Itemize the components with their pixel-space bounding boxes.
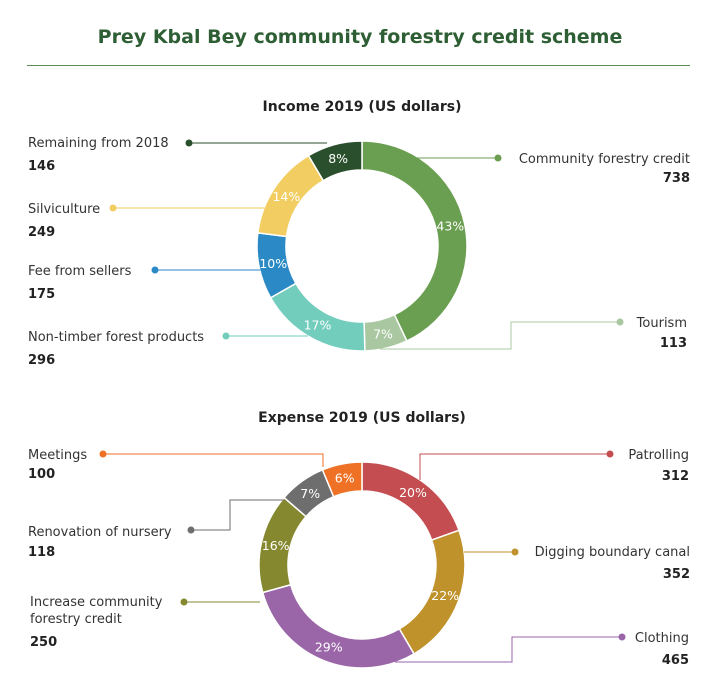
slice-name-label: Community forestry credit xyxy=(519,152,690,167)
callout-dot xyxy=(187,526,195,534)
slice-percent-label: 17% xyxy=(304,317,332,332)
chart-title: Expense 2019 (US dollars) xyxy=(258,410,466,426)
slice-percent-label: 7% xyxy=(373,327,393,342)
callout-line xyxy=(380,321,620,350)
slice-value-label: 465 xyxy=(662,653,689,668)
slice-percent-label: 43% xyxy=(436,219,464,234)
slice-value-label: 100 xyxy=(28,467,55,482)
slice-name-label: Digging boundary canal xyxy=(535,545,690,560)
slice-percent-label: 7% xyxy=(300,486,320,501)
donut-slice xyxy=(361,140,468,342)
slice-percent-label: 22% xyxy=(431,588,459,603)
slice-percent-label: 6% xyxy=(335,471,355,486)
slice-name-label: Silviculture xyxy=(28,202,100,217)
slice-percent-label: 8% xyxy=(328,151,348,166)
slice-name-label: Renovation of nursery xyxy=(28,525,172,540)
slice-percent-label: 14% xyxy=(272,189,300,204)
callout-dot xyxy=(494,154,502,162)
title-divider xyxy=(27,65,690,66)
callout-dot xyxy=(109,204,117,212)
donut-slice xyxy=(361,461,460,542)
slice-name-label: Meetings xyxy=(28,448,87,463)
slice-percent-label: 20% xyxy=(399,485,427,500)
slice-name-label: Increase community forestry credit xyxy=(30,595,163,627)
callout-dot xyxy=(185,139,193,147)
slice-value-label: 113 xyxy=(660,336,687,351)
callout-dot xyxy=(180,598,188,606)
callout-dot xyxy=(511,548,519,556)
slice-percent-label: 16% xyxy=(262,538,290,553)
slice-value-label: 312 xyxy=(662,469,689,484)
callout-dot xyxy=(99,450,107,458)
callout-line xyxy=(419,453,610,480)
slice-name-label: Patrolling xyxy=(628,448,689,463)
slice-name-label: Remaining from 2018 xyxy=(28,136,169,151)
slice-value-label: 296 xyxy=(28,353,55,368)
slice-value-label: 146 xyxy=(28,159,55,174)
slice-name-label: Clothing xyxy=(635,631,689,646)
slice-value-label: 249 xyxy=(28,225,55,240)
callout-dot xyxy=(222,332,230,340)
page-title: Prey Kbal Bey community forestry credit … xyxy=(97,26,623,48)
slice-name-label: Tourism xyxy=(636,316,687,331)
donut-slice xyxy=(307,140,363,182)
slice-value-label: 738 xyxy=(663,171,690,186)
callout-dot xyxy=(151,266,159,274)
slice-value-label: 250 xyxy=(30,635,57,650)
donut-slice xyxy=(261,583,416,669)
slice-name-label: Fee from sellers xyxy=(28,264,132,279)
donut-slice xyxy=(321,461,363,498)
slice-value-label: 118 xyxy=(28,545,55,560)
callout-line xyxy=(191,499,284,531)
slice-percent-label: 10% xyxy=(259,256,287,271)
chart-title: Income 2019 (US dollars) xyxy=(263,99,462,115)
slice-percent-label: 29% xyxy=(315,640,343,655)
callout-dot xyxy=(618,633,626,641)
callout-dot xyxy=(616,318,624,326)
callout-line xyxy=(395,636,622,663)
callout-dot xyxy=(606,450,614,458)
slice-name-label: Non-timber forest products xyxy=(28,330,204,345)
slice-value-label: 175 xyxy=(28,287,55,302)
slice-value-label: 352 xyxy=(663,567,690,582)
callout-line xyxy=(103,453,324,467)
